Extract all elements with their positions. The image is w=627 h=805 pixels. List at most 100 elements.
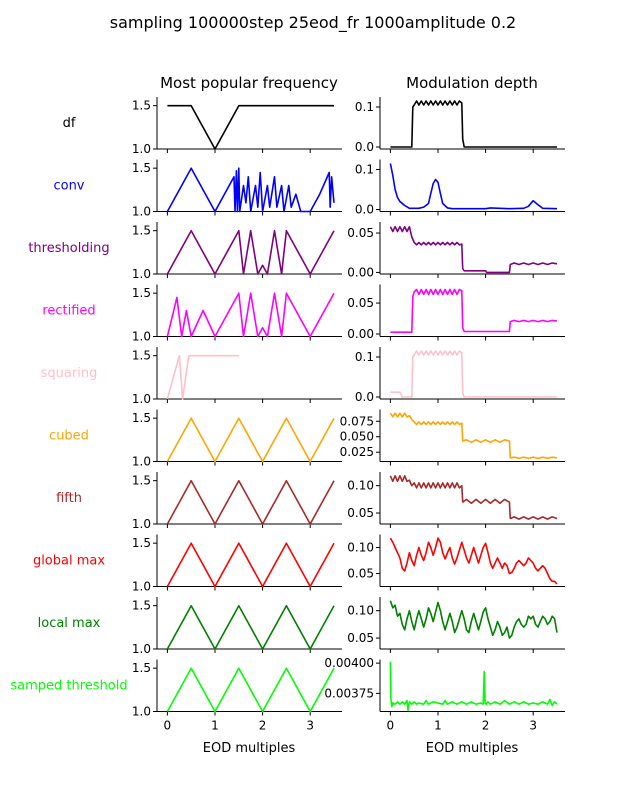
y-tick-label: 1.5 [132, 99, 151, 113]
series-line [166, 479, 335, 525]
subplot-frequency: 1.0 1.5 [132, 159, 342, 219]
x-tick-label: 2 [482, 719, 490, 733]
x-axis-label-frequency: EOD multiples [203, 741, 296, 756]
subplot-frequency: 1.0 1.5 [132, 409, 342, 469]
y-tick-label: 1.0 [132, 580, 151, 594]
y-tick-label: 1.0 [132, 142, 151, 156]
y-tick-label: 1.0 [132, 642, 151, 656]
y-tick-label: 0.05 [347, 226, 374, 240]
x-tick-label: 0 [387, 719, 395, 733]
y-tick-label: 0.10 [347, 541, 374, 555]
subplot-depth: 0.05 0.10 [347, 597, 565, 653]
column-title-frequency: Most popular frequency [160, 74, 338, 92]
y-tick-label: 1.0 [132, 330, 151, 344]
row-label: thresholding [28, 241, 109, 256]
series-line [389, 474, 558, 520]
y-tick-label: 1.5 [132, 224, 151, 238]
series-line [390, 350, 557, 398]
row-label: samped threshold [10, 679, 127, 694]
y-tick-label: 1.5 [132, 161, 151, 175]
row-label: cubed [49, 429, 89, 444]
x-tick-label: 3 [529, 719, 537, 733]
series-line [166, 542, 335, 588]
row-label: df [63, 116, 76, 131]
row-label: conv [53, 179, 84, 194]
series-line [389, 412, 558, 460]
series-line [389, 600, 558, 639]
series-line [166, 417, 335, 463]
series-line [166, 354, 239, 400]
subplot-depth: 0.00 0.05 [347, 222, 565, 279]
y-tick-label: 0.00 [347, 265, 374, 279]
x-tick-label: 1 [434, 719, 442, 733]
y-tick-label: 1.5 [132, 411, 151, 425]
y-tick-label: 0.00375 [324, 686, 374, 700]
series-line [166, 292, 335, 338]
row-label: squaring [41, 366, 98, 381]
y-tick-label: 0.05 [347, 506, 374, 520]
series-line [167, 104, 334, 150]
y-tick-label: 0.0 [355, 390, 374, 404]
row-label: rectified [42, 304, 95, 319]
subplot-depth: 0.05 0.10 [347, 472, 565, 528]
y-tick-label: 0.0 [355, 140, 374, 154]
row-label: fifth [56, 491, 82, 506]
y-tick-label: 0.1 [355, 350, 374, 364]
y-tick-label: 1.5 [132, 661, 151, 675]
x-tick-label: 3 [306, 719, 314, 733]
y-tick-label: 1.0 [132, 267, 151, 281]
series-line [390, 100, 557, 148]
y-tick-label: 0.00 [347, 327, 374, 341]
y-tick-label: 0.10 [347, 479, 374, 493]
y-tick-label: 0.1 [355, 100, 374, 114]
x-tick-label: 2 [259, 719, 267, 733]
figure-title: sampling 100000step 25eod_fr 1000amplitu… [110, 13, 516, 33]
subplot-frequency: 0 1 2 3 1.0 1.5 [132, 659, 342, 733]
y-tick-label: 0.050 [340, 430, 374, 444]
subplot-depth: 0 1 2 3 0.00375 0.00400 [324, 656, 565, 733]
x-tick-label: 0 [164, 719, 172, 733]
y-tick-label: 1.5 [132, 536, 151, 550]
y-tick-label: 0.05 [347, 631, 374, 645]
subplot-depth: 0.0 0.1 [355, 347, 565, 404]
subplot-frequency: 1.0 1.5 [132, 597, 342, 656]
subplot-depth: 0.00 0.05 [347, 284, 565, 341]
y-tick-label: 0.075 [340, 414, 374, 428]
subplot-depth: 0.0 0.1 [355, 159, 565, 217]
series-line [389, 537, 558, 585]
y-tick-label: 1.0 [132, 455, 151, 469]
x-tick-label: 1 [211, 719, 219, 733]
y-tick-label: 1.0 [132, 205, 151, 219]
y-tick-label: 0.0 [355, 203, 374, 217]
x-axis-label-depth: EOD multiples [426, 741, 519, 756]
row-label: local max [38, 616, 101, 631]
y-tick-label: 0.1 [355, 163, 374, 177]
series-line [389, 163, 558, 210]
subplot-frequency: 1.0 1.5 [132, 347, 342, 406]
series-line [389, 225, 558, 274]
series-line [166, 167, 335, 213]
y-tick-label: 0.10 [347, 604, 374, 618]
column-title-depth: Modulation depth [406, 74, 538, 92]
y-tick-label: 1.5 [132, 599, 151, 613]
subplot-depth: 0.05 0.10 [347, 534, 565, 591]
series-line [166, 229, 335, 275]
subplot-frequency: 1.0 1.5 [132, 534, 342, 594]
subplot-frequency: 1.0 1.5 [132, 222, 342, 281]
series-line [390, 288, 558, 334]
y-tick-label: 0.025 [340, 445, 374, 459]
y-tick-label: 1.5 [132, 349, 151, 363]
subplot-frequency: 1.0 1.5 [132, 472, 342, 531]
y-tick-label: 1.5 [132, 474, 151, 488]
y-tick-label: 1.0 [132, 705, 151, 719]
y-tick-label: 0.05 [347, 296, 374, 310]
series-line [389, 661, 558, 712]
subplot-frequency: 1.0 1.5 [132, 284, 342, 344]
series-line [166, 604, 335, 650]
y-tick-label: 0.00400 [324, 656, 374, 670]
subplot-depth: 0.0 0.1 [355, 97, 565, 154]
row-label: global max [33, 554, 105, 569]
y-tick-label: 1.5 [132, 286, 151, 300]
